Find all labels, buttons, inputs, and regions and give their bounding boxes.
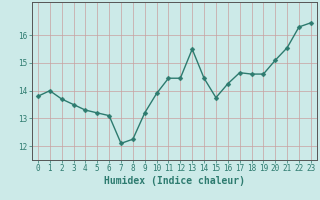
X-axis label: Humidex (Indice chaleur): Humidex (Indice chaleur) <box>104 176 245 186</box>
